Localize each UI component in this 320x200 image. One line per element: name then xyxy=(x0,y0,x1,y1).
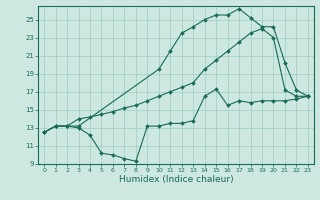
X-axis label: Humidex (Indice chaleur): Humidex (Indice chaleur) xyxy=(119,175,233,184)
